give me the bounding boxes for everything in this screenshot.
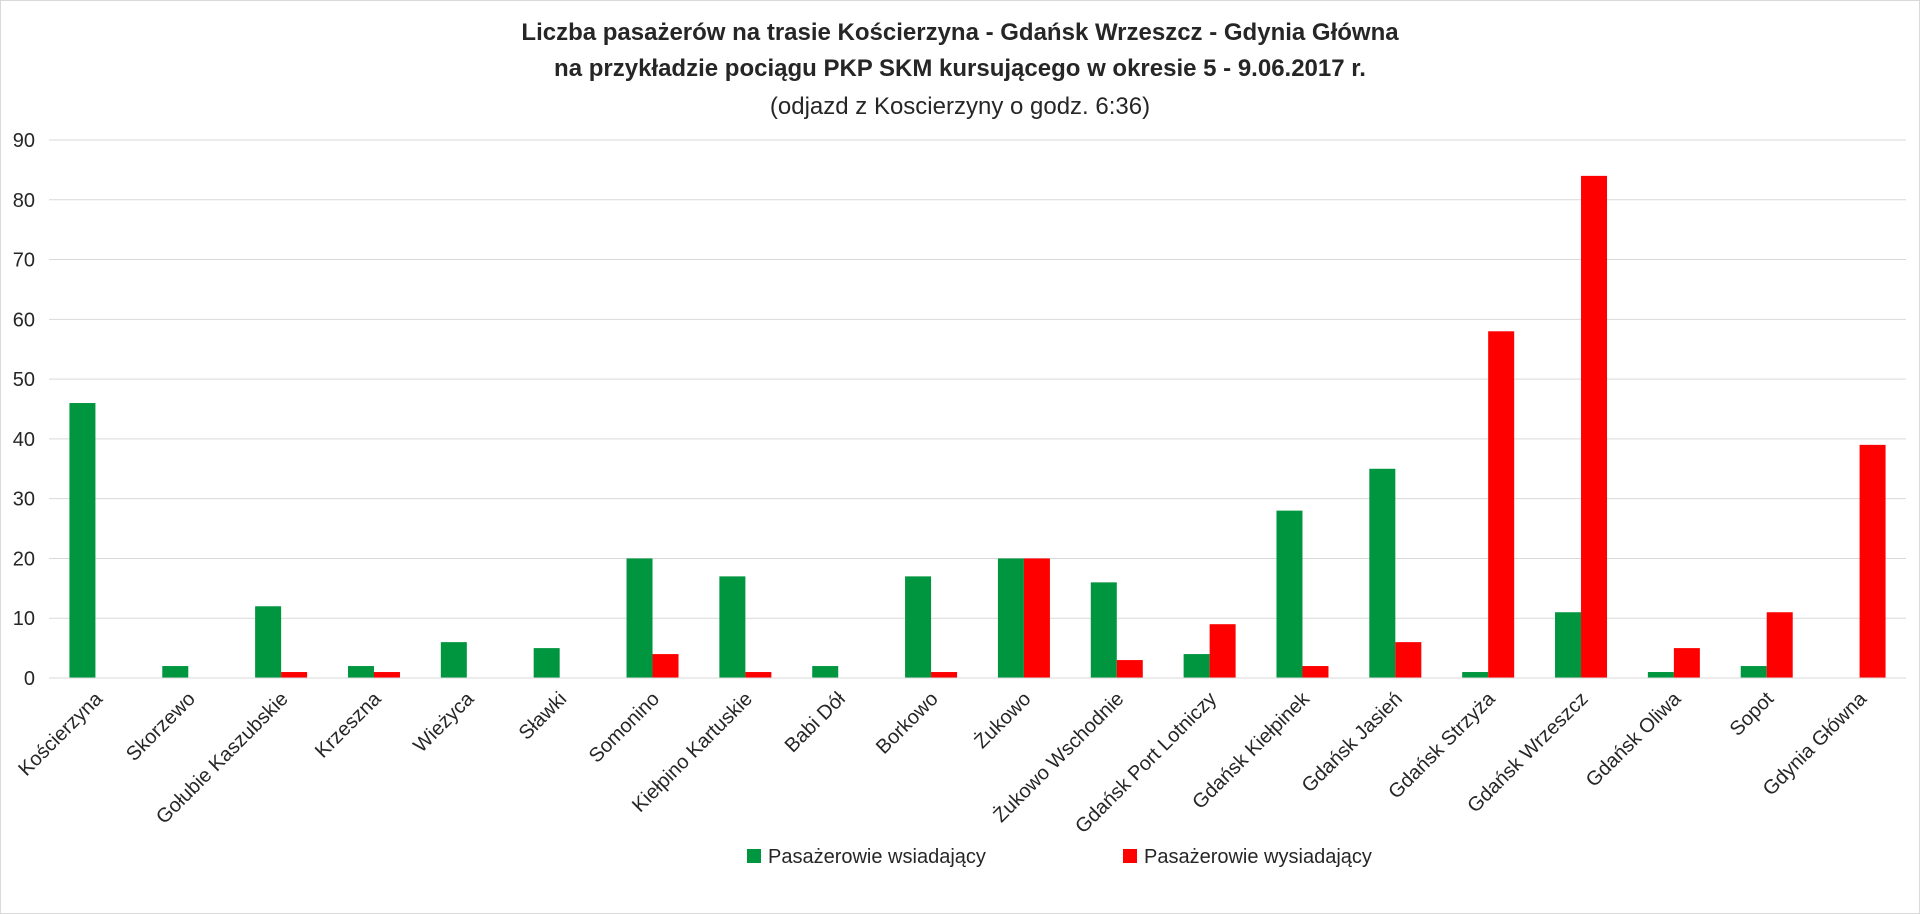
bar-alighting bbox=[1302, 666, 1329, 678]
bar-alighting bbox=[1116, 660, 1143, 678]
legend-swatch-boarding bbox=[747, 849, 761, 863]
x-tick-label: Somonino bbox=[585, 688, 664, 767]
bar-boarding bbox=[1555, 612, 1582, 678]
bar-boarding bbox=[1369, 468, 1396, 678]
bar-alighting bbox=[652, 654, 679, 678]
x-tick-label: Gdańsk Oliwa bbox=[1582, 687, 1686, 791]
bar-boarding bbox=[533, 648, 560, 678]
bar-alighting bbox=[931, 672, 958, 678]
bar-boarding bbox=[440, 642, 467, 678]
x-tick-label: Żukowo bbox=[970, 687, 1036, 753]
bar-alighting bbox=[1673, 648, 1700, 678]
chart-title: Liczba pasażerów na trasie Kościerzyna -… bbox=[521, 19, 1399, 46]
bar-boarding bbox=[1090, 582, 1117, 678]
y-tick-label: 0 bbox=[24, 668, 35, 690]
chart-note: (odjazd z Koscierzyny o godz. 6:36) bbox=[769, 93, 1151, 120]
bar-alighting bbox=[1023, 558, 1050, 678]
x-tick-label: Babi Dół bbox=[781, 688, 850, 757]
bar-boarding bbox=[162, 666, 189, 678]
y-tick-label: 60 bbox=[13, 309, 35, 331]
x-tick-label: Sławki bbox=[515, 688, 571, 744]
bar-alighting bbox=[281, 672, 308, 678]
y-tick-label: 70 bbox=[13, 250, 35, 272]
y-tick-label: 50 bbox=[13, 369, 35, 391]
x-tick-label: Skorzewo bbox=[122, 688, 200, 766]
x-tick-label: Borkowo bbox=[872, 688, 943, 759]
bar-boarding bbox=[1462, 672, 1489, 678]
y-tick-label: 20 bbox=[13, 548, 35, 570]
bar-boarding bbox=[997, 558, 1024, 678]
legend-swatch-alighting bbox=[1123, 849, 1137, 863]
bar-boarding bbox=[626, 558, 653, 678]
bar-boarding bbox=[255, 606, 282, 678]
bar-boarding bbox=[69, 403, 96, 678]
y-tick-label: 10 bbox=[13, 608, 35, 630]
x-tick-label: Kościerzyna bbox=[14, 687, 107, 780]
bar-alighting bbox=[1859, 444, 1886, 678]
bar-alighting bbox=[1766, 612, 1793, 678]
bar-alighting bbox=[1209, 624, 1236, 678]
bar-alighting bbox=[1395, 642, 1422, 678]
legend-label-alighting: Pasażerowie wysiadający bbox=[1144, 846, 1372, 868]
bar-boarding bbox=[1740, 666, 1767, 678]
y-tick-label: 80 bbox=[13, 190, 35, 212]
x-tick-label: Wieżyca bbox=[409, 687, 479, 757]
bar-boarding bbox=[719, 576, 746, 678]
legend-label-boarding: Pasażerowie wsiadający bbox=[768, 846, 986, 868]
bar-alighting bbox=[373, 672, 400, 678]
bar-boarding bbox=[1276, 510, 1303, 678]
y-tick-label: 40 bbox=[13, 429, 35, 451]
chart-subtitle: na przykładzie pociągu PKP SKM kursujące… bbox=[554, 55, 1366, 82]
bar-boarding bbox=[905, 576, 932, 678]
x-tick-label: Krzeszna bbox=[311, 687, 386, 762]
bar-alighting bbox=[1488, 331, 1515, 678]
bar-boarding bbox=[812, 666, 839, 678]
bar-alighting bbox=[1581, 175, 1608, 678]
bar-boarding bbox=[1647, 672, 1674, 678]
bar-boarding bbox=[1183, 654, 1210, 678]
bar-alighting bbox=[745, 672, 772, 678]
y-tick-label: 30 bbox=[13, 489, 35, 511]
x-tick-label: Sopot bbox=[1726, 688, 1779, 741]
y-tick-label: 90 bbox=[13, 130, 35, 152]
bar-boarding bbox=[347, 666, 374, 678]
